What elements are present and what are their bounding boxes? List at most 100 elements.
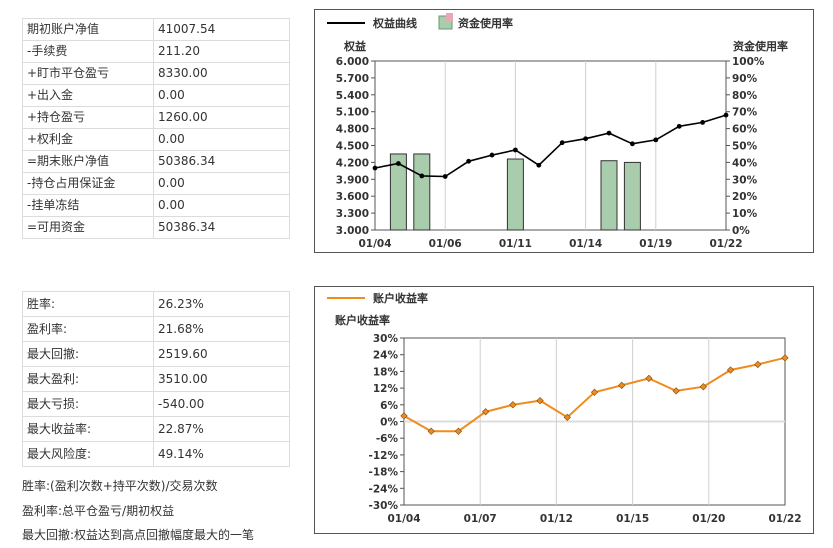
x-tick-label: 01/19 bbox=[639, 238, 672, 250]
y-tick-label: 3.600 bbox=[336, 191, 369, 203]
definitions-notes: 胜率:(盈利次数+持平次数)/交易次数 盈利率:总平仓盈亏/期初权益 最大回撤:… bbox=[22, 474, 254, 548]
row-label: 最大盈利: bbox=[22, 366, 154, 392]
y-tick-label: 30% bbox=[373, 333, 399, 345]
y-tick-label: -6% bbox=[376, 433, 399, 445]
row-label: 最大亏损: bbox=[22, 391, 154, 417]
return-point bbox=[454, 427, 463, 435]
row-label: +出入金 bbox=[22, 84, 154, 107]
y-axis-title: 权益 bbox=[343, 39, 366, 53]
row-value: 211.20 bbox=[153, 40, 290, 63]
x-tick-label: 01/11 bbox=[499, 238, 532, 250]
row-label: -手续费 bbox=[22, 40, 154, 63]
table-row: 胜率: 26.23% bbox=[22, 291, 290, 317]
y-tick-label: 5.400 bbox=[336, 90, 369, 102]
row-value: 3510.00 bbox=[153, 366, 290, 392]
margin-usage-bar bbox=[506, 158, 524, 231]
table-row: +出入金 0.00 bbox=[22, 84, 290, 107]
equity-point bbox=[466, 158, 471, 164]
y-tick-label: 4.200 bbox=[336, 157, 369, 169]
return-chart-panel: 账户收益率 账户收益率 30% 24% 18% 12% 6% 0% -6% -12% -18% -24… bbox=[314, 286, 814, 534]
x-tick-label: 01/14 bbox=[569, 238, 602, 250]
equity-point bbox=[630, 141, 635, 147]
y-tick-label: 0% bbox=[380, 417, 398, 429]
margin-usage-bar bbox=[389, 153, 407, 231]
y-tick-label: 3.300 bbox=[336, 208, 369, 220]
performance-table: 胜率: 26.23% 盈利率: 21.68% 最大回撤: 2519.60 最大盈利: 3… bbox=[22, 291, 290, 467]
row-label: -挂单冻结 bbox=[22, 194, 154, 217]
row-value: 2519.60 bbox=[153, 341, 290, 367]
equity-point bbox=[513, 147, 518, 153]
note-profit-rate: 盈利率:总平仓盈亏/期初权益 bbox=[22, 503, 175, 518]
equity-point bbox=[723, 112, 729, 118]
row-value: 26.23% bbox=[153, 291, 290, 317]
y-tick-label: 12% bbox=[373, 383, 399, 395]
equity-point bbox=[442, 174, 448, 179]
equity-point bbox=[396, 161, 401, 166]
equity-point bbox=[583, 136, 588, 142]
equity-line bbox=[374, 114, 727, 178]
equity-point bbox=[559, 140, 565, 146]
y2-tick-label: 10% bbox=[732, 208, 758, 220]
equity-point bbox=[700, 120, 705, 125]
x-tick-label: 01/20 bbox=[692, 513, 725, 525]
table-row: +盯市平仓盈亏 8330.00 bbox=[22, 62, 290, 85]
y-tick-label: -12% bbox=[369, 450, 399, 462]
table-row: =可用资金 50386.34 bbox=[22, 216, 290, 239]
row-value: 0.00 bbox=[153, 128, 290, 151]
table-row: =期末账户净值 50386.34 bbox=[22, 150, 290, 173]
table-row: 最大回撤: 2519.60 bbox=[22, 341, 290, 367]
return-point bbox=[754, 360, 762, 369]
row-value: 22.87% bbox=[153, 416, 290, 442]
return-point bbox=[400, 412, 408, 420]
legend-return-label: 账户收益率 bbox=[373, 291, 428, 305]
y-tick-label: 3.900 bbox=[336, 174, 369, 186]
y-tick-label: 4.500 bbox=[336, 141, 369, 153]
return-point bbox=[699, 383, 707, 391]
performance-body: 胜率: 26.23% 盈利率: 21.68% 最大回撤: 2519.60 最大盈利: 3… bbox=[22, 291, 290, 467]
note-max-drawdown: 最大回撤:权益达到高点回撤幅度最大的一笔 bbox=[22, 528, 255, 542]
row-value: 8330.00 bbox=[153, 62, 290, 85]
row-value: 50386.34 bbox=[153, 150, 290, 173]
y-tick-label: -18% bbox=[369, 467, 399, 479]
row-value: 50386.34 bbox=[153, 216, 290, 239]
table-row: -手续费 211.20 bbox=[22, 40, 290, 63]
row-label: =可用资金 bbox=[22, 216, 154, 239]
row-label: 最大收益率: bbox=[22, 416, 154, 442]
return-point bbox=[645, 374, 653, 382]
row-label: +持仓盈亏 bbox=[22, 106, 154, 129]
row-value: -540.00 bbox=[153, 391, 290, 417]
return-point bbox=[590, 388, 599, 396]
row-label: =期末账户净值 bbox=[22, 150, 154, 173]
return-point bbox=[509, 401, 517, 409]
y-tick-label: -30% bbox=[369, 500, 399, 512]
row-label: +盯市平仓盈亏 bbox=[22, 62, 154, 85]
y2-tick-label: 20% bbox=[732, 191, 758, 203]
return-point bbox=[672, 387, 680, 395]
account-summary-body: 期初账户净值 41007.54 -手续费 211.20 +盯市平仓盈亏 8330.00… bbox=[22, 18, 290, 239]
row-value: 0.00 bbox=[153, 194, 290, 217]
row-label: +权利金 bbox=[22, 128, 154, 151]
equity-point bbox=[536, 162, 542, 168]
x-tick-label: 01/22 bbox=[709, 238, 742, 250]
return-point bbox=[536, 397, 544, 405]
y-tick-label: -24% bbox=[369, 483, 399, 495]
legend-margin-accent bbox=[446, 13, 453, 22]
x-tick-label: 01/22 bbox=[768, 513, 801, 525]
y-tick-label: 18% bbox=[373, 366, 399, 378]
table-row: +权利金 0.00 bbox=[22, 128, 290, 151]
equity-chart-panel: 权益曲线 资金使用率 权益 资金使用率 6.000 5.700 5.400 5.100 4.80… bbox=[314, 9, 814, 253]
equity-point bbox=[372, 165, 378, 171]
y-axis-title: 账户收益率 bbox=[335, 313, 390, 327]
legend-margin-label: 资金使用率 bbox=[458, 16, 513, 30]
y2-tick-label: 60% bbox=[732, 124, 758, 136]
table-row: 最大亏损: -540.00 bbox=[22, 391, 290, 417]
row-value: 1260.00 bbox=[153, 106, 290, 129]
y-tick-label: 6% bbox=[380, 400, 398, 412]
row-value: 41007.54 bbox=[153, 18, 290, 41]
margin-usage-bar bbox=[623, 161, 641, 231]
y-tick-label: 5.700 bbox=[336, 73, 369, 85]
table-row: 最大收益率: 22.87% bbox=[22, 416, 290, 442]
table-row: -持仓占用保证金 0.00 bbox=[22, 172, 290, 195]
y2-tick-label: 30% bbox=[732, 174, 758, 186]
row-label: -持仓占用保证金 bbox=[22, 172, 154, 195]
